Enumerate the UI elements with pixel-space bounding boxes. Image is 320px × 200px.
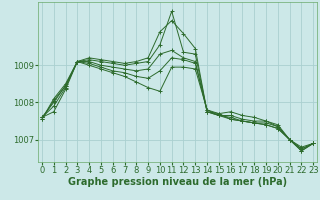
X-axis label: Graphe pression niveau de la mer (hPa): Graphe pression niveau de la mer (hPa) bbox=[68, 177, 287, 187]
